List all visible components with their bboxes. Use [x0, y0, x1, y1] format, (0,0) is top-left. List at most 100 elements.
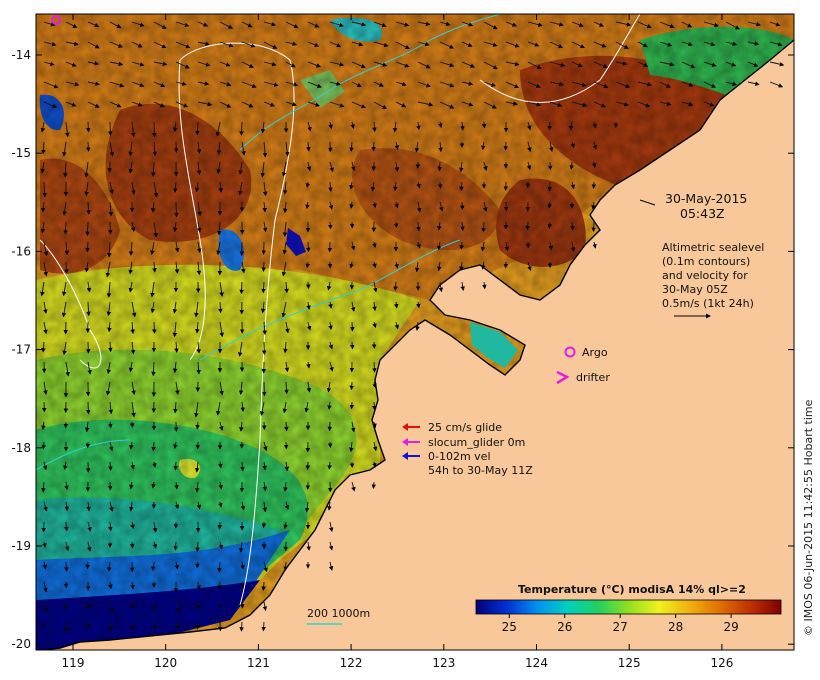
velocity-arrow [150, 301, 156, 314]
velocity-arrow [261, 581, 266, 591]
velocity-arrow [285, 321, 290, 334]
velocity-arrow [351, 41, 364, 47]
velocity-arrow [372, 241, 377, 248]
velocity-arrow [86, 301, 91, 317]
velocity-arrow [547, 121, 552, 131]
velocity-arrow [306, 161, 312, 172]
velocity-arrow [437, 261, 442, 272]
lat-tick-label: -14 [11, 48, 31, 62]
velocity-arrow [64, 481, 69, 491]
velocity-arrow [217, 561, 222, 573]
velocity-arrow [307, 41, 320, 47]
velocity-arrow [372, 441, 378, 452]
velocity-arrow [548, 161, 553, 171]
velocity-arrow [351, 81, 362, 88]
velocity-arrow [64, 541, 70, 552]
velocity-arrow [373, 81, 384, 87]
velocity-arrow [372, 461, 377, 468]
sealevel-legend: Altimetric sealevel (0.1m contours) and … [662, 241, 764, 319]
velocity-arrow [196, 361, 201, 375]
lon-tick-label: 120 [154, 656, 177, 670]
velocity-arrow [306, 361, 311, 369]
velocity-arrow [527, 21, 543, 27]
velocity-arrow [131, 61, 145, 67]
velocity-arrow [350, 241, 356, 251]
velocity-arrow [483, 201, 488, 212]
velocity-arrow [637, 101, 651, 108]
velocity-arrow [285, 101, 297, 107]
velocity-arrow [725, 41, 738, 46]
velocity-arrow [86, 141, 91, 152]
velocity-arrow [548, 241, 553, 251]
velocity-arrow [306, 301, 311, 310]
argo-marker-icon [564, 346, 576, 358]
velocity-arrow [109, 41, 123, 48]
velocity-arrow [307, 21, 320, 28]
velocity-arrow [152, 541, 157, 549]
velocity-arrow [263, 61, 277, 67]
velocity-arrow [483, 81, 496, 87]
velocity-arrow [569, 161, 574, 170]
colorbar-title: Temperature (°C) modisA 14% ql>=2 [518, 583, 746, 596]
velocity-arrow [84, 181, 89, 197]
velocity-arrow [241, 141, 246, 156]
velocity-arrow [329, 101, 345, 108]
velocity-arrow [128, 241, 134, 256]
velocity-arrow [237, 341, 243, 357]
velocity-arrow [109, 61, 124, 67]
velocity-arrow [152, 321, 157, 334]
velocity-arrow [505, 21, 518, 27]
velocity-arrow [172, 321, 178, 338]
velocity-arrow [219, 321, 224, 338]
velocity-arrow [461, 61, 476, 68]
velocity-arrow [505, 81, 520, 89]
velocity-arrow [174, 501, 180, 510]
velocity-arrow [328, 321, 333, 331]
velocity-arrow [459, 241, 464, 250]
velocity-arrow [439, 81, 455, 88]
velocity-arrow [416, 121, 421, 131]
velocity-arrow [349, 441, 354, 453]
velocity-arrow [86, 401, 91, 415]
velocity-arrow [218, 501, 223, 508]
lon-tick-label: 122 [340, 656, 363, 670]
velocity-arrow [108, 461, 113, 471]
velocity-arrow [107, 241, 112, 258]
velocity-arrow [109, 501, 114, 512]
velocity-arrow [131, 101, 143, 107]
velocity-arrow [527, 61, 542, 70]
velocity-arrow [241, 101, 254, 108]
velocity-arrow [483, 61, 498, 70]
velocity-arrow [128, 141, 133, 157]
velocity-arrow [107, 321, 112, 333]
velocity-arrow [283, 521, 288, 530]
velocity-arrow [41, 341, 46, 353]
velocity-arrow [438, 141, 443, 153]
velocity-arrow [769, 21, 781, 27]
velocity-arrow [437, 181, 443, 189]
velocity-arrow [43, 501, 48, 512]
map-time-pointer [639, 199, 656, 206]
velocity-arrow [129, 541, 135, 549]
argo-legend: Argo [564, 346, 608, 359]
velocity-arrow [151, 601, 156, 611]
velocity-arrow [86, 621, 91, 629]
velocity-arrow [285, 21, 299, 29]
velocity-arrow [349, 201, 354, 209]
velocity-arrow [395, 41, 410, 50]
velocity-arrow [218, 461, 223, 469]
velocity-arrow [285, 41, 298, 46]
velocity-arrow [459, 161, 464, 173]
velocity-arrow [304, 401, 309, 413]
velocity-arrow [438, 281, 444, 293]
velocity-arrow [130, 581, 135, 590]
velocity-arrow [659, 81, 671, 88]
velocity-arrow [306, 541, 311, 551]
drifter-label: drifter [576, 371, 610, 384]
lon-tick-label: 126 [710, 656, 733, 670]
velocity-arrow [570, 221, 575, 231]
velocity-arrow [547, 201, 552, 209]
velocity-arrow [153, 101, 165, 108]
velocity-arrow [87, 81, 100, 86]
velocity-arrow [461, 41, 473, 47]
